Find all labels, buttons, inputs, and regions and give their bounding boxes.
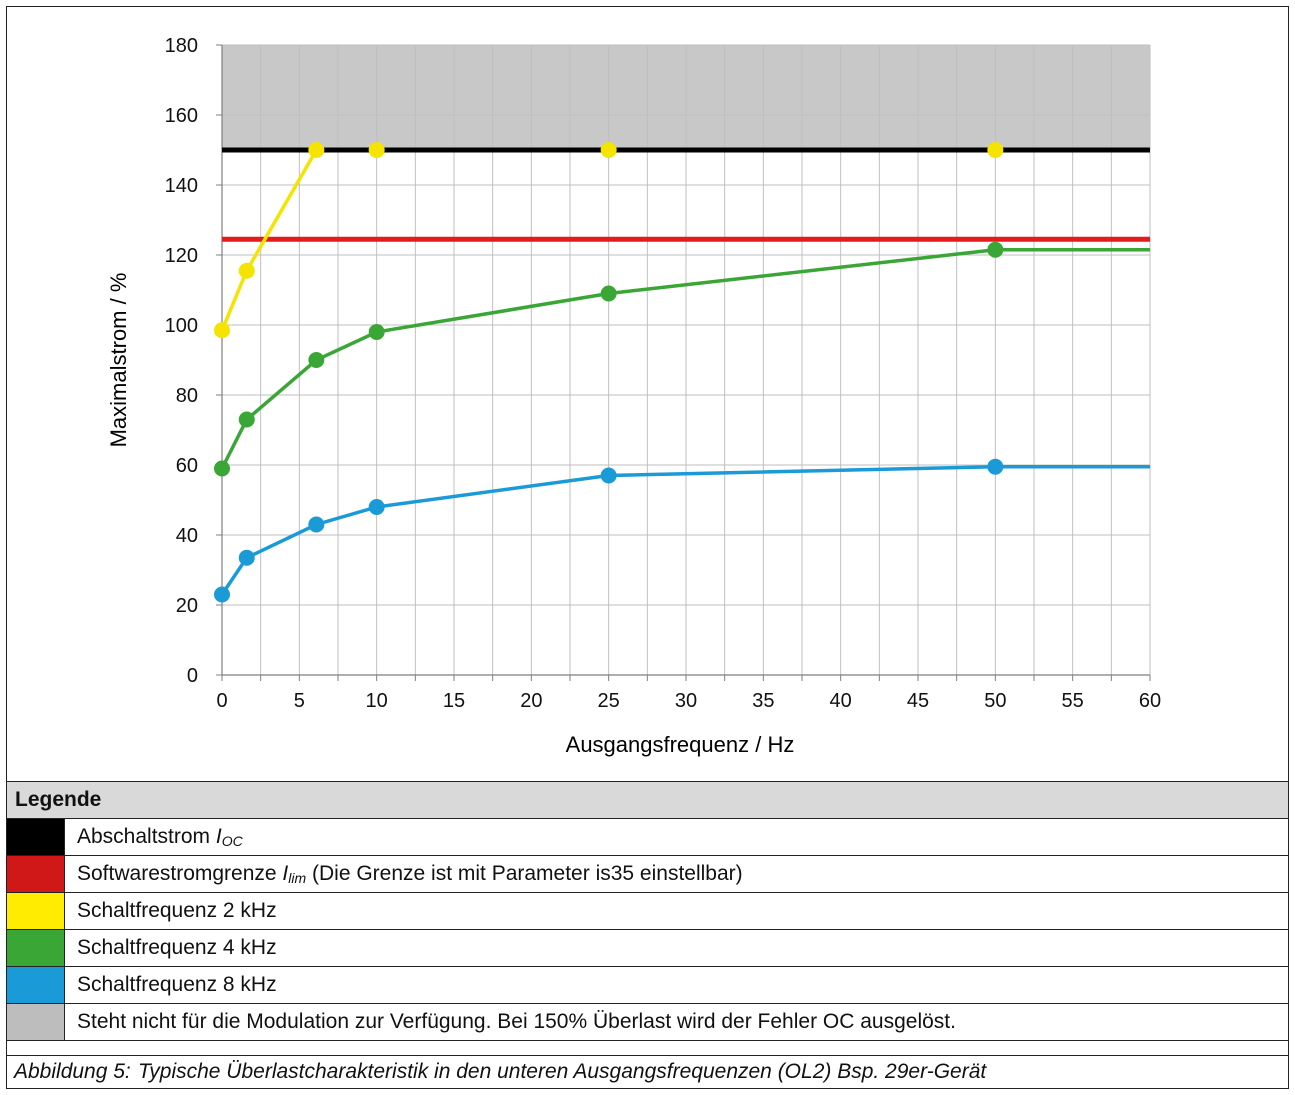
- legend-swatch-green: [6, 929, 65, 967]
- x-tick-label: 30: [675, 690, 697, 712]
- y-tick-label: 160: [165, 105, 198, 127]
- legend-table: Legende Abschaltstrom IOC Softwarestromg…: [6, 781, 1289, 1041]
- legend-text: Schaltfrequenz 2 kHz: [64, 892, 1289, 930]
- series-8khz-point: [238, 549, 255, 566]
- series-4khz-point: [368, 324, 385, 340]
- legend-text: Abschaltstrom IOC: [64, 818, 1289, 856]
- legend-row-unavailable: Steht nicht für die Modulation zur Verfü…: [6, 1003, 1289, 1041]
- legend-swatch-gray: [6, 1003, 65, 1041]
- x-tick-label: 40: [830, 690, 852, 712]
- x-tick-label: 35: [752, 690, 774, 712]
- legend-swatch-red: [6, 855, 65, 893]
- legend-text: Steht nicht für die Modulation zur Verfü…: [64, 1003, 1289, 1041]
- series-8khz-point: [368, 499, 385, 515]
- series-2khz-point: [987, 142, 1004, 158]
- y-axis-label: Maximalstrom / %: [106, 273, 131, 448]
- series-8khz-point: [308, 516, 325, 533]
- x-tick-label: 25: [598, 690, 620, 712]
- legend-text: Schaltfrequenz 4 kHz: [64, 929, 1289, 967]
- legend-row-abschaltstrom: Abschaltstrom IOC: [6, 818, 1289, 856]
- x-tick-label: 5: [294, 690, 305, 712]
- legend-row-softwarestromgrenze: Softwarestromgrenze Ilim (Die Grenze ist…: [6, 855, 1289, 893]
- x-tick-label: 60: [1139, 690, 1161, 712]
- series-2khz-point: [600, 142, 617, 158]
- series-8khz-point: [987, 458, 1004, 475]
- y-tick-label: 140: [165, 175, 198, 197]
- y-tick-label: 180: [165, 35, 198, 57]
- x-tick-label: 20: [520, 690, 542, 712]
- legend-row-4khz: Schaltfrequenz 4 kHz: [6, 929, 1289, 967]
- figure-caption: Abbildung 5: Typische Überlastcharakteris…: [6, 1055, 1289, 1089]
- legend-text: Schaltfrequenz 8 kHz: [64, 966, 1289, 1004]
- y-tick-label: 60: [176, 455, 198, 477]
- legend-row-8khz: Schaltfrequenz 8 kHz: [6, 966, 1289, 1004]
- y-tick-label: 40: [176, 525, 198, 547]
- figure-frame: [6, 6, 1289, 1089]
- series-8khz-point: [214, 586, 230, 603]
- y-tick-label: 0: [187, 665, 198, 687]
- legend-swatch-blue: [6, 966, 65, 1004]
- series-4khz-point: [214, 460, 230, 477]
- caption-label: Abbildung 5:: [14, 1060, 131, 1083]
- series-4khz-point: [600, 285, 617, 302]
- x-tick-label: 50: [984, 690, 1006, 712]
- series-4khz-line: [220, 248, 996, 470]
- caption-text: Typische Überlastcharakteristik in den u…: [138, 1060, 987, 1083]
- series-4khz-point: [987, 241, 1004, 258]
- y-tick-label: 120: [165, 245, 198, 267]
- legend-swatch-black: [6, 818, 65, 856]
- legend-text: Softwarestromgrenze Ilim (Die Grenze ist…: [64, 855, 1289, 893]
- y-tick-label: 80: [176, 385, 198, 407]
- legend-swatch-yellow: [6, 892, 65, 930]
- x-tick-label: 15: [443, 690, 465, 712]
- series-2khz-point: [238, 262, 255, 279]
- x-axis-label: Ausgangsfrequenz / Hz: [566, 732, 795, 757]
- series-4khz-point: [238, 411, 255, 428]
- legend-row-2khz: Schaltfrequenz 2 kHz: [6, 892, 1289, 930]
- x-tick-label: 55: [1062, 690, 1084, 712]
- x-tick-label: 45: [907, 690, 929, 712]
- series-2khz-point: [214, 322, 230, 339]
- y-tick-label: 20: [176, 595, 198, 617]
- x-tick-label: 0: [216, 690, 227, 712]
- series-2khz-point: [368, 142, 385, 158]
- series-2khz-point: [308, 142, 325, 158]
- series-4khz-point: [308, 352, 325, 368]
- x-tick-label: 10: [366, 690, 388, 712]
- y-tick-label: 100: [165, 315, 198, 337]
- chart: 0 5 10 15 20 25 30 35 40 45 50 55 60 0 20 40 60 80 100 120 1…: [106, 35, 1161, 757]
- series-8khz-point: [600, 467, 617, 484]
- legend-heading: Legende: [6, 781, 1289, 819]
